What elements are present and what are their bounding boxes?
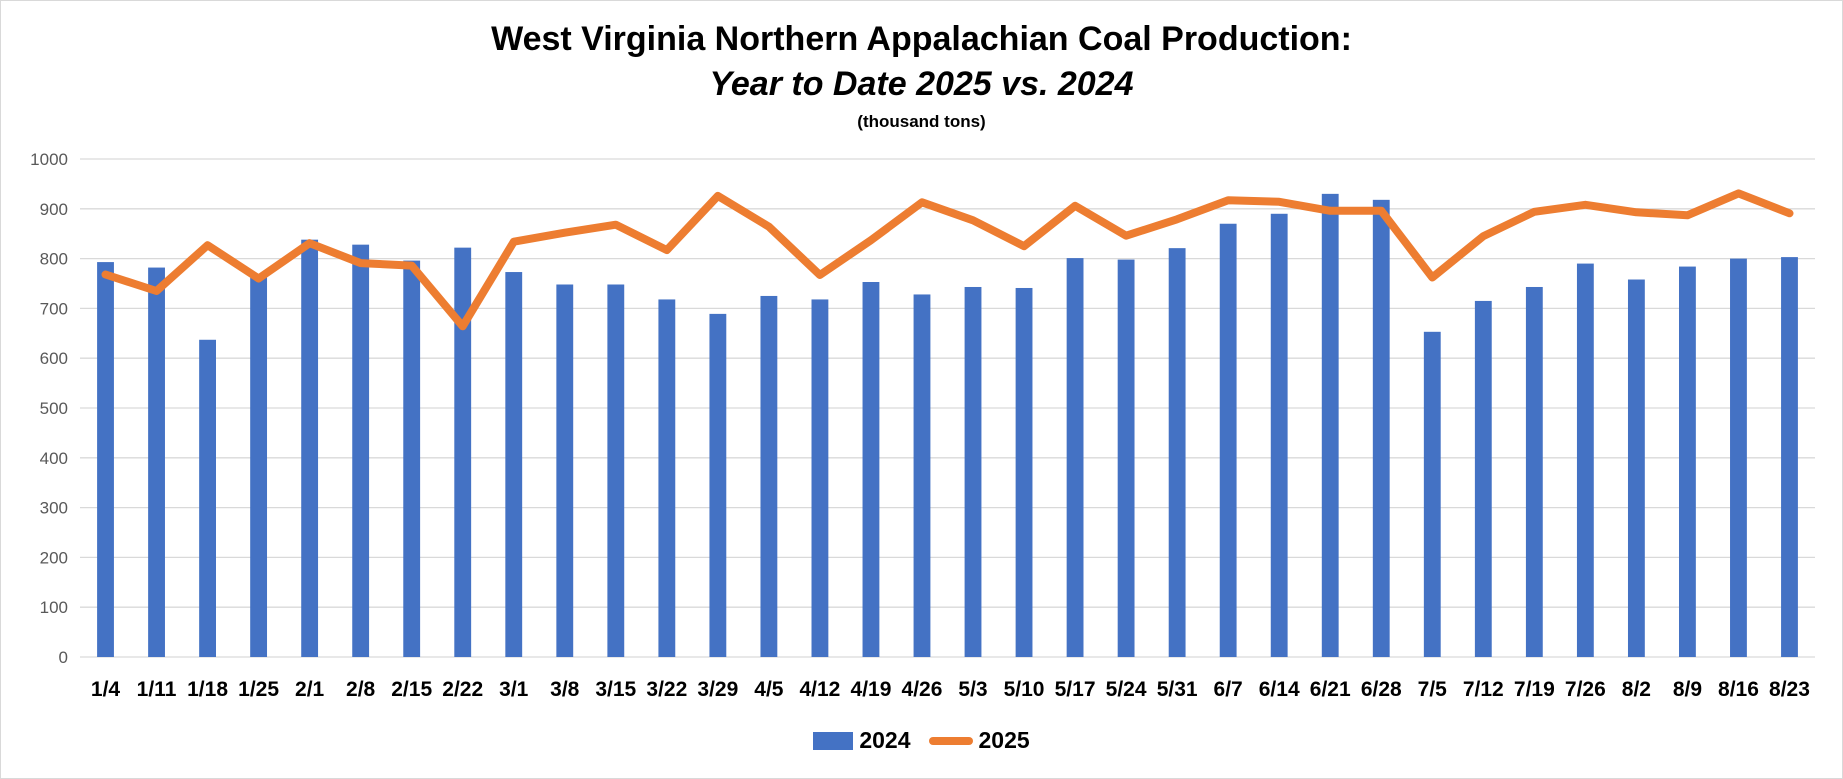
bar-2024 — [403, 260, 421, 657]
bar-2024 — [1474, 300, 1492, 657]
legend-label-2025: 2025 — [978, 727, 1030, 753]
x-tick-label: 3/8 — [550, 678, 580, 701]
x-tick-label: 2/1 — [295, 678, 325, 701]
x-tick-label: 4/12 — [799, 678, 840, 701]
x-tick-label: 2/22 — [442, 678, 483, 701]
x-tick-label: 3/29 — [697, 678, 738, 701]
bar-2024 — [556, 284, 574, 657]
x-tick-label: 6/21 — [1310, 678, 1351, 701]
x-tick-label: 8/16 — [1718, 678, 1759, 701]
bar-2024 — [1525, 286, 1543, 657]
bar-2024 — [1576, 263, 1594, 657]
bar-2024 — [1015, 287, 1033, 657]
x-tick-label: 5/17 — [1055, 678, 1096, 701]
bar-2024 — [1219, 223, 1237, 658]
bar-2024 — [1372, 199, 1390, 657]
bar-2024 — [1168, 248, 1186, 657]
x-tick-label: 7/5 — [1418, 678, 1448, 701]
bars-2024 — [97, 193, 1798, 658]
x-tick-label: 6/7 — [1214, 678, 1243, 701]
legend-item-2025: 2025 — [928, 727, 1030, 754]
x-tick-label: 5/31 — [1157, 678, 1198, 701]
x-tick-label: 1/4 — [91, 678, 121, 701]
bar-2024 — [352, 244, 370, 657]
x-tick-label: 1/25 — [238, 678, 279, 701]
x-axis-ticks: 1/4 1/11 1/18 1/25 2/1 2/8 2/15 2/22 3/1 3/8 3/15 3… — [91, 678, 1810, 701]
x-tick-label: 5/10 — [1004, 678, 1045, 701]
y-tick-label: 800 — [40, 250, 68, 269]
line-2025 — [101, 189, 1794, 331]
bar-2024 — [1679, 266, 1696, 657]
x-tick-label: 3/22 — [646, 678, 687, 701]
bar-2024 — [1270, 213, 1288, 657]
chart-title: West Virginia Northern Appalachian Coal … — [491, 20, 1352, 58]
bar-2024 — [913, 294, 931, 657]
y-tick-label: 900 — [40, 200, 68, 219]
legend: 2024 2025 — [0, 727, 1843, 754]
x-tick-label: 1/18 — [187, 678, 228, 701]
bar-2024 — [1730, 258, 1747, 657]
bar-2024 — [250, 277, 268, 657]
x-tick-label: 5/24 — [1106, 678, 1147, 701]
bar-2024 — [811, 299, 829, 657]
legend-label-2024: 2024 — [859, 727, 911, 753]
bar-2024 — [148, 267, 165, 657]
bar-2024 — [1321, 193, 1339, 658]
x-tick-label: 7/26 — [1565, 678, 1606, 701]
x-tick-label: 7/12 — [1463, 678, 1504, 701]
bar-2024 — [301, 239, 319, 657]
legend-swatch-2024 — [813, 731, 854, 750]
y-tick-label: 700 — [40, 299, 68, 318]
legend-item-2024: 2024 — [813, 727, 911, 754]
x-tick-label: 4/5 — [754, 678, 784, 701]
series-line-2025 — [101, 189, 1794, 331]
x-tick-label: 6/14 — [1259, 678, 1300, 701]
bar-2024 — [454, 247, 472, 658]
legend-swatch-2025 — [928, 736, 973, 745]
bar-2024 — [658, 299, 676, 657]
bar-2024 — [505, 272, 523, 657]
bar-2024 — [1117, 259, 1135, 657]
y-tick-label: 200 — [40, 548, 68, 567]
x-tick-label: 6/28 — [1361, 678, 1402, 701]
x-tick-label: 4/26 — [902, 678, 943, 701]
bar-2024 — [199, 339, 216, 657]
bar-2024 — [1423, 331, 1441, 657]
x-tick-label: 7/19 — [1514, 678, 1555, 701]
bar-2024 — [964, 286, 982, 657]
gridlines — [80, 158, 1815, 658]
bar-2024 — [1781, 257, 1798, 657]
x-tick-label: 8/23 — [1769, 678, 1810, 701]
y-axis-ticks: 0 100 200 300 400 500 600 700 800 900 1000 — [30, 150, 68, 667]
chart-subtitle: Year to Date 2025 vs. 2024 — [709, 65, 1134, 103]
x-tick-label: 5/3 — [958, 678, 987, 701]
y-tick-label: 300 — [40, 499, 68, 518]
y-tick-label: 500 — [40, 399, 68, 418]
bar-2024 — [97, 262, 114, 657]
y-tick-label: 100 — [40, 598, 68, 617]
bar-2024 — [607, 284, 625, 657]
unit-note: (thousand tons) — [857, 112, 986, 131]
y-tick-label: 400 — [40, 449, 68, 468]
y-tick-label: 600 — [40, 349, 68, 368]
x-tick-label: 3/15 — [595, 678, 636, 701]
x-tick-label: 1/11 — [137, 678, 177, 701]
bar-2024 — [1066, 258, 1084, 657]
x-tick-label: 8/9 — [1673, 678, 1702, 701]
y-tick-label: 1000 — [30, 150, 68, 169]
x-tick-label: 2/8 — [346, 678, 376, 701]
x-tick-label: 4/19 — [851, 678, 892, 701]
bar-2024 — [760, 295, 778, 657]
bar-2024 — [862, 282, 880, 657]
y-tick-label: 0 — [59, 648, 68, 667]
x-tick-label: 8/2 — [1622, 678, 1651, 701]
bar-2024 — [709, 313, 727, 657]
x-tick-label: 2/15 — [391, 678, 432, 701]
bar-2024 — [1627, 279, 1645, 657]
x-tick-label: 3/1 — [499, 678, 529, 701]
